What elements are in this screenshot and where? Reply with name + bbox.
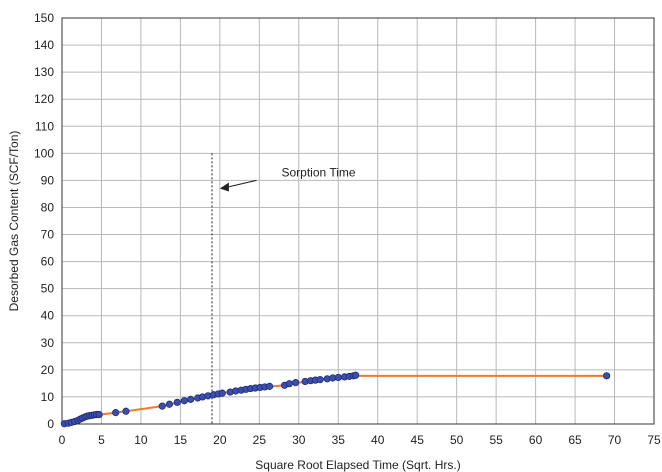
data-point xyxy=(603,372,611,380)
y-tick-label: 140 xyxy=(34,38,54,52)
y-tick-label: 40 xyxy=(41,309,55,323)
y-tick-label: 50 xyxy=(41,282,55,296)
sorption-time-arrow-shaft xyxy=(225,179,257,189)
sorption-time-arrowhead xyxy=(219,182,229,192)
data-point xyxy=(158,402,166,410)
y-tick-label: 130 xyxy=(34,65,54,79)
x-tick-label: 5 xyxy=(98,433,105,447)
x-tick-label: 45 xyxy=(411,433,425,447)
y-tick-label: 90 xyxy=(41,173,55,187)
x-tick-label: 15 xyxy=(174,433,188,447)
x-tick-label: 10 xyxy=(134,433,148,447)
x-tick-label: 50 xyxy=(450,433,464,447)
y-tick-label: 120 xyxy=(34,92,54,106)
grid-lines xyxy=(61,17,655,425)
data-point xyxy=(165,400,173,408)
x-axis-label: Square Root Elapsed Time (Sqrt. Hrs.) xyxy=(255,458,460,472)
y-tick-label: 70 xyxy=(41,228,55,242)
y-axis-label: Desorbed Gas Content (SCF/Ton) xyxy=(7,131,21,312)
sorption-time-label: Sorption Time xyxy=(282,165,356,179)
y-tick-label: 10 xyxy=(41,390,55,404)
x-axis-ticks: 0 5 10 15 20 25 30 35 40 45 50 55 60 65 70 75 xyxy=(59,433,661,447)
x-tick-label: 40 xyxy=(371,433,385,447)
y-tick-label: 100 xyxy=(34,146,54,160)
x-tick-label: 20 xyxy=(213,433,227,447)
x-tick-label: 65 xyxy=(568,433,582,447)
y-tick-label: 110 xyxy=(35,119,54,133)
data-point xyxy=(112,409,120,417)
plot-area-frame xyxy=(61,17,655,425)
data-point xyxy=(316,376,324,384)
y-tick-label: 0 xyxy=(47,417,54,431)
y-tick-label: 80 xyxy=(41,200,55,214)
data-point xyxy=(285,380,293,388)
y-axis-ticks: 0 10 20 30 40 50 60 70 80 90 100 110 120 130 140 150 xyxy=(34,11,54,431)
y-tick-label: 60 xyxy=(41,255,55,269)
x-tick-label: 35 xyxy=(332,433,346,447)
data-point xyxy=(352,371,360,379)
data-point xyxy=(292,378,300,387)
data-points xyxy=(60,371,611,428)
x-tick-label: 25 xyxy=(253,433,267,447)
y-tick-label: 150 xyxy=(34,11,54,25)
data-point xyxy=(265,382,274,390)
x-tick-label: 0 xyxy=(59,433,66,447)
data-point xyxy=(122,407,130,415)
data-point xyxy=(173,398,181,406)
data-point xyxy=(180,397,188,405)
series-line xyxy=(61,374,607,425)
data-point xyxy=(95,410,103,419)
data-point xyxy=(218,389,226,397)
sorption-time-annotation: Sorption Time xyxy=(211,153,356,424)
x-tick-label: 60 xyxy=(529,433,543,447)
y-tick-label: 30 xyxy=(41,336,55,350)
data-point xyxy=(187,395,195,403)
data-point xyxy=(334,373,342,382)
y-tick-label: 20 xyxy=(41,363,55,377)
x-tick-label: 75 xyxy=(647,433,661,447)
x-tick-label: 70 xyxy=(608,433,622,447)
x-tick-label: 30 xyxy=(292,433,306,447)
x-tick-label: 55 xyxy=(489,433,503,447)
